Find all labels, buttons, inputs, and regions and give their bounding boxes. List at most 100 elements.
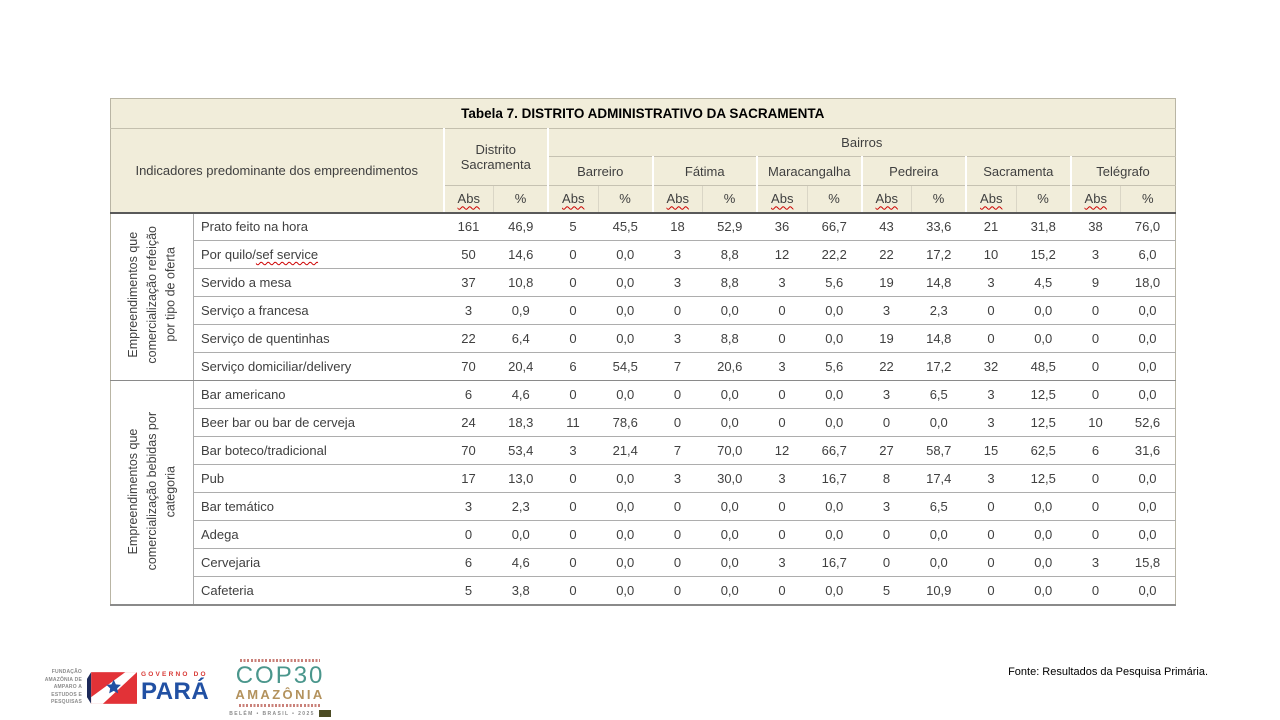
value-cell: 5	[861, 576, 912, 605]
value-cell: 20,4	[493, 352, 548, 381]
value-cell: 6,0	[1120, 240, 1176, 269]
value-cell: 13,0	[493, 464, 548, 493]
value-cell: 20,6	[702, 352, 757, 381]
fonte-text: Fonte: Resultados da Pesquisa Primária.	[1008, 666, 1208, 678]
value-cell: 0	[548, 268, 598, 297]
pct-header: %	[1015, 185, 1071, 214]
value-cell: 30,0	[702, 464, 757, 493]
abs-header: Abs	[756, 185, 807, 214]
value-cell: 0,0	[1016, 548, 1071, 577]
governo-do-para-logo: GOVERNO DO PARÁ	[141, 672, 209, 704]
abs-label: Abs	[666, 191, 689, 207]
value-cell: 0	[757, 492, 807, 521]
value-cell: 0,0	[807, 380, 862, 409]
table-row: Serviço a francesa 3 0,9 0 0,0 0 0,0 0 0,0 3 2,3 0 0…	[110, 296, 1176, 325]
para-label: PARÁ	[141, 677, 210, 705]
value-cell: 5,6	[807, 268, 862, 297]
abs-label: Abs	[1084, 191, 1107, 207]
row-label: Adega	[193, 520, 444, 549]
value-cell: 17	[443, 464, 494, 493]
bairro-name-maracangalha: Maracangalha	[756, 156, 862, 186]
value-cell: 0	[548, 324, 598, 353]
cop30-bottom-row: BELÉM • BRASIL • 2025	[229, 710, 331, 718]
value-cell: 17,2	[911, 240, 966, 269]
para-flag-icon	[87, 670, 137, 706]
value-cell: 31,8	[1016, 212, 1071, 241]
value-cell: 10,9	[911, 576, 966, 605]
value-cell: 0	[548, 492, 598, 521]
abs-header: Abs	[860, 185, 912, 214]
value-cell: 17,4	[911, 464, 966, 493]
row-label: Serviço domiciliar/delivery	[193, 352, 444, 381]
row-label: Cafeteria	[193, 576, 444, 605]
value-cell: 6	[443, 548, 494, 577]
table-row: Serviço domiciliar/delivery 70 20,4 6 54,5 7 2…	[110, 352, 1176, 381]
group-label-text: Empreendimentos que comercialização bebi…	[125, 411, 178, 570]
value-cell: 10	[966, 240, 1016, 269]
value-cell: 0,0	[598, 520, 653, 549]
value-cell: 0	[757, 296, 807, 325]
value-cell: 6,5	[911, 492, 966, 521]
value-cell: 7	[652, 352, 703, 381]
cop30-tagline-bar-2	[239, 704, 322, 708]
value-cell: 0	[652, 296, 703, 325]
value-cell: 0,0	[702, 408, 757, 437]
value-cell: 3	[1070, 548, 1121, 577]
value-cell: 3	[757, 352, 807, 381]
value-cell: 0	[861, 520, 912, 549]
value-cell: 10	[1070, 408, 1121, 437]
value-cell: 0,0	[807, 492, 862, 521]
value-cell: 53,4	[493, 436, 548, 465]
value-cell: 0,0	[702, 576, 757, 605]
value-cell: 43	[861, 212, 912, 241]
abs-label: Abs	[980, 191, 1003, 207]
abs-header: Abs	[651, 185, 703, 214]
value-cell: 3	[548, 436, 598, 465]
stub-header: Indicadores predominante dos empreendime…	[110, 128, 445, 214]
value-cell: 0,0	[598, 576, 653, 605]
value-cell: 10,8	[493, 268, 548, 297]
group-label-text: Empreendimentos que comercialização refe…	[125, 226, 178, 365]
bairros-header: Bairros	[546, 128, 1176, 157]
value-cell: 0,9	[493, 296, 548, 325]
value-cell: 15	[966, 436, 1016, 465]
abs-label: Abs	[457, 191, 480, 207]
value-cell: 54,5	[598, 352, 653, 381]
value-cell: 0,0	[1016, 296, 1071, 325]
value-cell: 70	[443, 436, 494, 465]
cop30-title: COP30	[235, 661, 325, 689]
table-row: Cervejaria 6 4,6 0 0,0 0 0,0 3 16,7 0 0,0 0 0,0 3 15,8	[110, 548, 1176, 577]
row-label: Bar boteco/tradicional	[193, 436, 444, 465]
value-cell: 3	[861, 492, 912, 521]
abs-header: Abs	[442, 185, 494, 214]
value-cell: 16,7	[807, 464, 862, 493]
value-cell: 0,0	[702, 296, 757, 325]
governo-do-label: GOVERNO DO	[141, 671, 208, 679]
value-cell: 3	[757, 548, 807, 577]
table-row: Bar temático 3 2,3 0 0,0 0 0,0 0 0,0 3 6,5 0 0,0 0 0,0	[110, 492, 1176, 521]
value-cell: 3	[757, 268, 807, 297]
value-cell: 8,8	[702, 240, 757, 269]
value-cell: 0	[1070, 324, 1121, 353]
value-cell: 0	[861, 408, 912, 437]
value-cell: 0	[652, 576, 703, 605]
value-cell: 12	[757, 240, 807, 269]
table-row: Empreendimentos que comercialização bebi…	[110, 380, 1176, 605]
value-cell: 14,8	[911, 324, 966, 353]
value-cell: 50	[443, 240, 494, 269]
value-cell: 0	[966, 296, 1016, 325]
value-cell: 12,5	[1016, 464, 1071, 493]
value-cell: 0,0	[598, 296, 653, 325]
value-cell: 0,0	[1120, 324, 1176, 353]
value-cell: 0,0	[702, 520, 757, 549]
value-cell: 0	[966, 548, 1016, 577]
value-cell: 0,0	[1120, 492, 1176, 521]
value-cell: 0,0	[1120, 296, 1176, 325]
value-cell: 0,0	[493, 520, 548, 549]
value-cell: 0,0	[807, 296, 862, 325]
cop30-subtitle: AMAZÔNIA	[235, 686, 325, 702]
value-cell: 0	[966, 324, 1016, 353]
value-cell: 0,0	[1120, 352, 1176, 381]
value-cell: 0,0	[1016, 492, 1071, 521]
header-row-1: Indicadores predominante dos empreendime…	[110, 128, 1176, 214]
